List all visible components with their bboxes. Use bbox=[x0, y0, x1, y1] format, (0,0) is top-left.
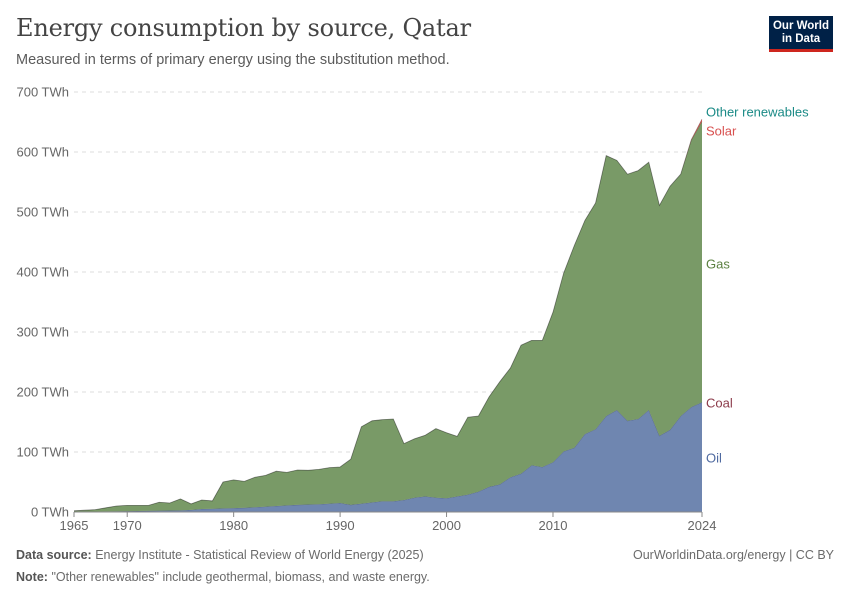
x-tick-label: 2024 bbox=[688, 518, 717, 533]
area-edge-solar bbox=[73, 118, 703, 512]
source-label: Data source: bbox=[16, 548, 92, 562]
axes: 0 TWh 100 TWh 200 TWh 300 TWh 400 TWh 500 TWh… bbox=[16, 85, 716, 534]
series-label-other_renewables: Other renewables bbox=[706, 105, 809, 120]
series-labels: Oil Gas Coal Solar Other renewables bbox=[706, 105, 809, 466]
logo-line-1: Our World bbox=[772, 20, 829, 32]
area-oil bbox=[74, 402, 702, 512]
y-tick-label: 700 TWh bbox=[16, 85, 69, 100]
chart-title: Energy consumption by source, Qatar bbox=[16, 14, 471, 42]
x-tick-label: 1990 bbox=[326, 518, 355, 533]
series-label-gas: Gas bbox=[706, 257, 730, 272]
y-tick-label: 500 TWh bbox=[16, 205, 69, 220]
y-tick-label: 300 TWh bbox=[16, 325, 69, 340]
y-tick-label: 0 TWh bbox=[31, 505, 69, 520]
x-tick-label: 1980 bbox=[219, 518, 248, 533]
y-tick-label: 100 TWh bbox=[16, 445, 69, 460]
chart-subtitle: Measured in terms of primary energy usin… bbox=[16, 52, 450, 68]
y-tick-label: 200 TWh bbox=[16, 385, 69, 400]
license-link[interactable]: OurWorldinData.org/energy | CC BY bbox=[632, 548, 834, 562]
x-tick-label: 2000 bbox=[432, 518, 461, 533]
stacked-area-chart: 0 TWh 100 TWh 200 TWh 300 TWh 400 TWh 500 TWh… bbox=[16, 85, 809, 534]
chart-note: Note: "Other renewables" include geother… bbox=[16, 570, 430, 584]
area-edge-gas bbox=[73, 121, 703, 512]
area-gas bbox=[74, 121, 702, 512]
source-text[interactable]: Energy Institute - Statistical Review of… bbox=[95, 548, 424, 562]
logo-line-2: in Data bbox=[781, 33, 821, 45]
series-label-coal: Coal bbox=[706, 396, 733, 411]
y-tick-label: 400 TWh bbox=[16, 265, 69, 280]
area-series bbox=[73, 118, 703, 513]
owid-logo[interactable]: Our World in Data bbox=[769, 16, 833, 52]
x-tick-label: 2010 bbox=[539, 518, 568, 533]
series-label-solar: Solar bbox=[706, 124, 737, 139]
data-source: Data source: Energy Institute - Statisti… bbox=[16, 548, 424, 562]
series-label-oil: Oil bbox=[706, 451, 722, 466]
note-text: "Other renewables" include geothermal, b… bbox=[51, 570, 430, 584]
x-tick-label: 1970 bbox=[113, 518, 142, 533]
y-tick-label: 600 TWh bbox=[16, 145, 69, 160]
note-label: Note: bbox=[16, 570, 48, 584]
x-tick-label: 1965 bbox=[60, 518, 89, 533]
